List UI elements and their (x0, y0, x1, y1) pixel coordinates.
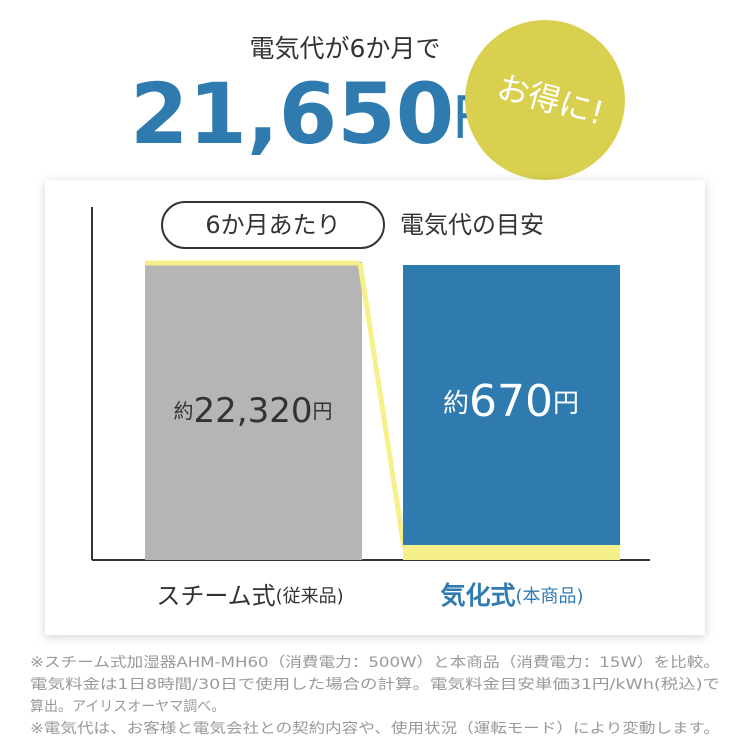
unit: 円 (312, 399, 332, 423)
footnote: ※電気代は、お客様と電気会社との契約内容や、使用状況（運転モード）により変動しま… (30, 720, 720, 737)
note: (本商品) (515, 586, 583, 607)
value: 670 (469, 376, 553, 427)
unit: 円 (553, 389, 579, 419)
period: 6か月あたり (205, 211, 340, 239)
bar-label: スチーム式(従来品) (156, 582, 343, 610)
headline-line: 電気代が6か月で (250, 34, 441, 63)
footnote: ※スチーム式加湿器AHM-MH60（消費電力：500W）と本商品（消費電力：15… (30, 655, 720, 671)
period-pill (161, 201, 385, 249)
bar-vaporizer (403, 265, 620, 560)
note: (従来品) (276, 586, 344, 607)
drop-line (357, 262, 407, 549)
value: 22,320 (194, 391, 313, 431)
label: 気化式 (440, 581, 515, 610)
bar-steam (145, 262, 362, 560)
amount: 21,650 (130, 65, 454, 163)
label: スチーム式 (156, 582, 275, 610)
prefix: 約 (443, 389, 469, 419)
level-strip (403, 545, 620, 560)
prefix: 約 (174, 399, 194, 423)
headline-amount: 21,650円 (130, 65, 502, 163)
bar-label: 気化式(本商品) (440, 581, 583, 610)
caption: 電気代の目安 (400, 211, 544, 239)
footnote: 算出。アイリスオーヤマ調べ。 (30, 699, 225, 715)
bar-value: 約670円 (443, 376, 579, 427)
footnote: 電気料金は1日8時間/30日で使用した場合の計算。電気料金目安単価31円/kWh… (30, 676, 720, 693)
badge-circle (465, 20, 625, 180)
bar-value: 約22,320円 (174, 391, 333, 431)
footnotes: ※スチーム式加湿器AHM-MH60（消費電力：500W）と本商品（消費電力：15… (30, 655, 720, 737)
